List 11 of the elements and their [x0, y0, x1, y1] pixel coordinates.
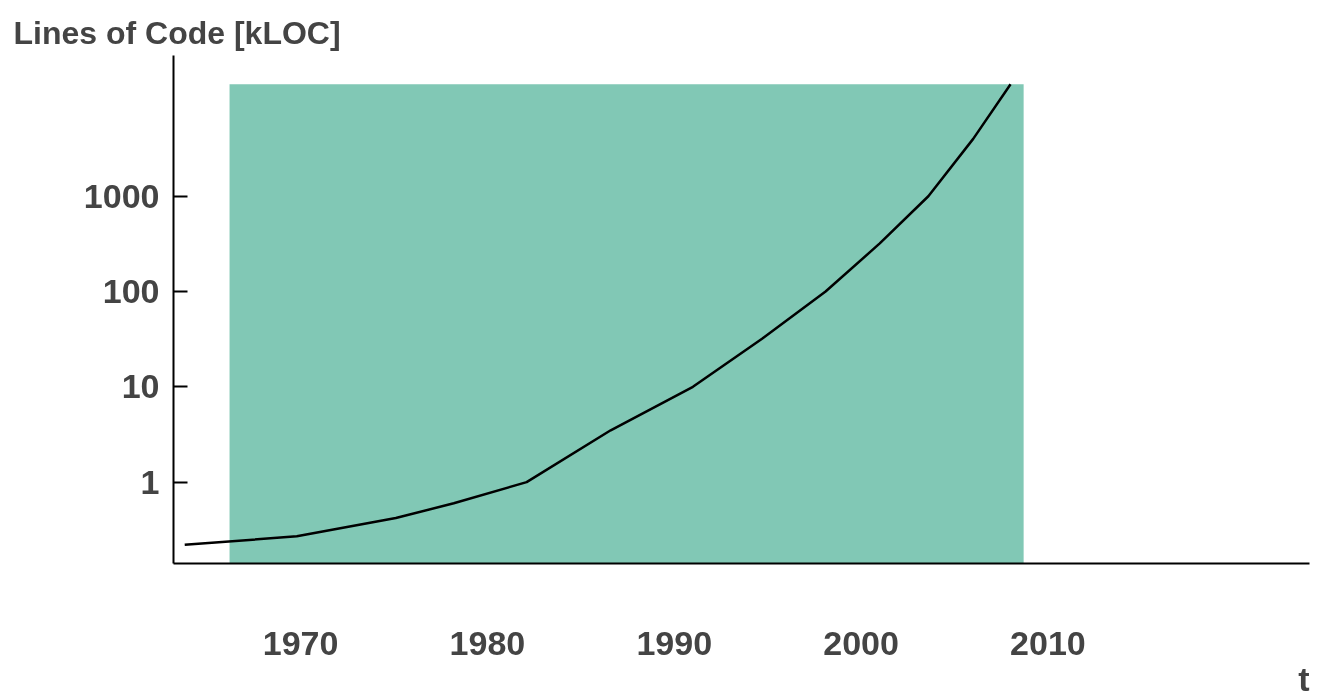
x-axis-title: t — [1298, 659, 1310, 697]
y-axis-title: Lines of Code [kLOC] — [13, 14, 341, 51]
x-tick-label: 2000 — [823, 623, 899, 662]
y-tick-label: 1 — [140, 462, 160, 501]
y-tick-label: 100 — [102, 272, 160, 311]
y-tick-label: 1000 — [83, 176, 160, 215]
x-tick-label: 2010 — [1010, 623, 1086, 662]
x-tick-label: 1990 — [636, 623, 713, 662]
x-tick-label: 1980 — [449, 623, 526, 662]
x-tick-label: 1970 — [262, 623, 339, 662]
y-tick-label: 10 — [121, 367, 160, 406]
